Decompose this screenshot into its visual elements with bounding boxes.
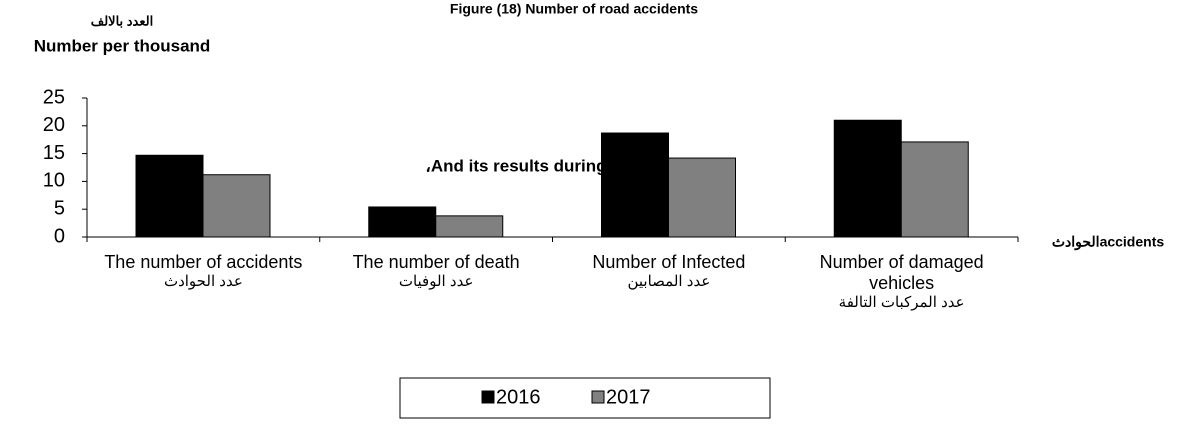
bar xyxy=(668,157,736,238)
category-label-arabic: عدد المركبات التالفة xyxy=(838,294,965,311)
y-tick-label: 25 xyxy=(43,86,65,108)
bar xyxy=(900,141,969,238)
category-label: Number of Infected xyxy=(592,252,746,272)
legend-swatch xyxy=(481,390,495,404)
category-label-arabic: عدد المصابين xyxy=(627,273,711,290)
category-label: Number of damaged vehicles xyxy=(819,252,984,293)
bar xyxy=(135,154,204,238)
bar xyxy=(833,119,902,238)
x-tick-label: The number of death عدد الوفيات xyxy=(336,252,536,291)
y-tick-label: 5 xyxy=(54,197,65,219)
category-label: The number of accidents xyxy=(104,252,303,272)
legend-label: 2016 xyxy=(496,386,541,408)
bar xyxy=(202,174,271,238)
legend-label: 2017 xyxy=(606,386,651,408)
bar xyxy=(435,215,504,238)
x-tick-label: Number of damaged vehicles عدد المركبات ا… xyxy=(802,252,1002,312)
y-axis-label-arabic: العدد بالالف xyxy=(91,13,153,28)
category-label-arabic: عدد الوفيات xyxy=(398,273,474,290)
category-label: The number of death xyxy=(352,252,520,272)
legend-swatch xyxy=(591,390,605,404)
chart-title: Figure (18) Number of road accidents xyxy=(450,1,698,17)
x-axis-label: الحوادثaccidents xyxy=(1052,234,1165,251)
x-tick-label: The number of accidents عدد الحوادث xyxy=(103,252,303,291)
bar xyxy=(368,206,437,238)
y-tick-label: 15 xyxy=(43,142,65,164)
y-tick-label: 10 xyxy=(43,170,65,192)
y-tick-label: 20 xyxy=(43,114,65,136)
y-tick-label: 0 xyxy=(54,225,65,247)
category-label-arabic: عدد الحوادث xyxy=(163,273,243,290)
legend-box xyxy=(399,377,771,419)
bar xyxy=(601,132,669,238)
y-axis-label: Number per thousand xyxy=(34,36,211,55)
x-tick-label: Number of Infected عدد المصابين xyxy=(569,252,769,291)
